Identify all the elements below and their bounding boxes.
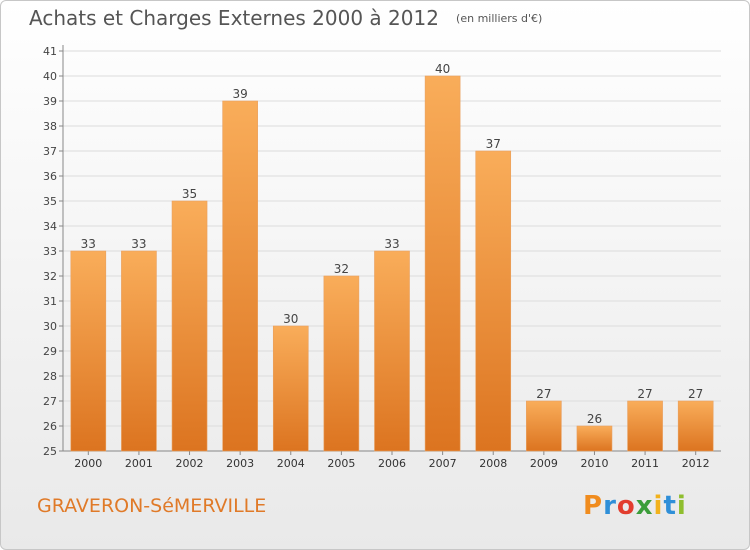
value-label: 39 [233, 87, 248, 101]
x-tick-label: 2011 [631, 457, 659, 470]
value-labels: 33 33 35 39 30 32 33 40 37 27 26 27 27 [81, 62, 704, 426]
y-tick-label: 35 [43, 195, 57, 208]
bars [70, 75, 714, 452]
bar-2007 [424, 75, 461, 452]
x-tick-label: 2008 [479, 457, 507, 470]
bar-2005 [323, 275, 360, 452]
y-tick-label: 31 [43, 295, 57, 308]
bar-2000 [70, 250, 107, 452]
x-tick-label: 2005 [327, 457, 355, 470]
bar-2001 [121, 250, 157, 452]
bar-2009 [526, 400, 562, 452]
value-label: 37 [486, 137, 501, 151]
chart-unit: (en milliers d'€) [456, 12, 543, 25]
logo-letter: P [583, 491, 604, 521]
y-tick-label: 37 [43, 145, 57, 158]
value-label: 32 [334, 262, 349, 276]
chart-title: Achats et Charges Externes 2000 à 2012 [29, 6, 439, 30]
value-label: 26 [587, 412, 602, 426]
y-tick-label: 27 [43, 395, 57, 408]
y-tick-label: 30 [43, 320, 57, 333]
x-tick-label: 2000 [74, 457, 102, 470]
x-tick-label: 2010 [580, 457, 608, 470]
x-tick-label: 2004 [277, 457, 305, 470]
bar-2010 [576, 425, 613, 452]
value-label: 33 [81, 237, 96, 251]
value-label: 27 [688, 387, 703, 401]
y-tick-label: 41 [43, 45, 57, 58]
x-tick-label: 2001 [125, 457, 153, 470]
value-label: 35 [182, 187, 197, 201]
x-tick-label: 2009 [530, 457, 558, 470]
logo-letter: i [653, 491, 664, 521]
y-tick-label: 25 [43, 445, 57, 458]
value-label: 33 [384, 237, 399, 251]
logo-letter: r [603, 491, 617, 521]
logo-letter: t [663, 491, 677, 521]
y-tick-label: 32 [43, 270, 57, 283]
bar-2002 [171, 200, 208, 452]
commune-name: GRAVERON-SéMERVILLE [37, 495, 267, 517]
logo-letter: o [616, 491, 636, 521]
x-tick-label: 2003 [226, 457, 254, 470]
bar-2008 [475, 150, 512, 452]
proxiti-logo: Proxiti [583, 491, 687, 521]
value-label: 33 [131, 237, 146, 251]
y-tick-label: 26 [43, 420, 57, 433]
chart-header: Achats et Charges Externes 2000 à 2012 (… [29, 6, 542, 30]
y-tick-label: 28 [43, 370, 57, 383]
x-tick-label: 2002 [176, 457, 204, 470]
y-tick-label: 36 [43, 170, 57, 183]
value-label: 27 [637, 387, 652, 401]
x-tick-label: 2006 [378, 457, 406, 470]
y-tick-label: 29 [43, 345, 57, 358]
y-tick-label: 34 [43, 220, 57, 233]
value-label: 30 [283, 312, 298, 326]
bar-2012 [677, 400, 714, 452]
x-tick-label: 2012 [682, 457, 710, 470]
bar-2011 [627, 400, 663, 452]
bar-2004 [272, 325, 309, 452]
bar-2006 [374, 250, 410, 452]
bar-2003 [222, 100, 258, 452]
y-tick-label: 38 [43, 120, 57, 133]
logo-letter: i [676, 491, 687, 521]
y-tick-label: 40 [43, 70, 57, 83]
value-label: 27 [536, 387, 551, 401]
y-tick-label: 39 [43, 95, 57, 108]
value-label: 40 [435, 62, 450, 76]
y-tick-label: 33 [43, 245, 57, 258]
logo-letter: x [635, 491, 654, 521]
x-tick-label: 2007 [429, 457, 457, 470]
